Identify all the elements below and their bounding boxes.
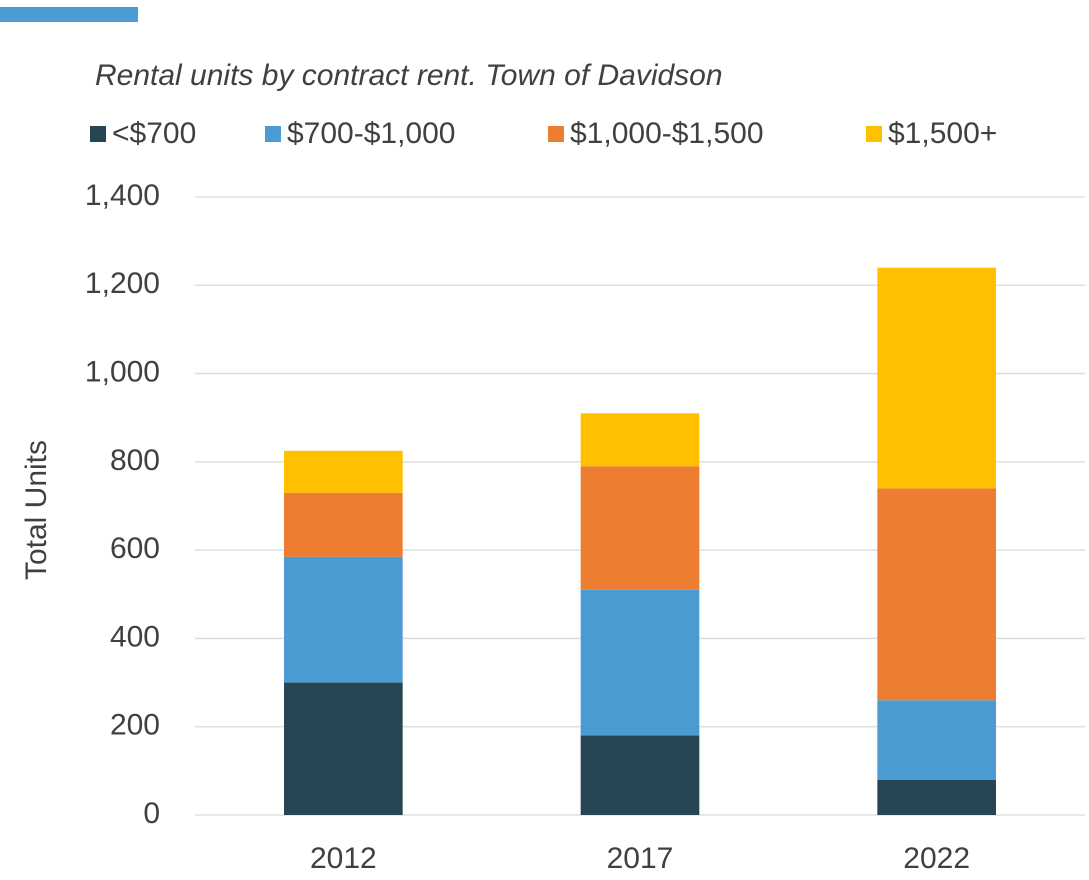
bar-segment <box>580 735 700 815</box>
bar-segment <box>877 700 996 780</box>
bar-segment <box>580 589 700 736</box>
legend-label: <$700 <box>112 117 196 150</box>
y-tick-label: 800 <box>110 444 160 477</box>
y-tick-label: 0 <box>143 797 160 830</box>
x-tick-label: 2022 <box>903 842 970 875</box>
bar-segment <box>284 682 403 815</box>
legend-label: $1,000-$1,500 <box>570 117 764 150</box>
y-tick-label: 400 <box>110 620 160 653</box>
legend-label: $700-$1,000 <box>287 117 456 150</box>
x-tick-label: 2012 <box>310 842 377 875</box>
legend-label: $1,500+ <box>888 117 997 150</box>
header-accent <box>0 7 138 22</box>
legend-swatch <box>90 126 106 142</box>
bar-segment <box>284 556 403 683</box>
bar-segment <box>284 492 403 557</box>
y-tick-label: 1,000 <box>85 355 160 388</box>
bar-segment <box>580 466 700 590</box>
y-tick-label: 1,400 <box>85 179 160 212</box>
legend-swatch <box>866 126 882 142</box>
bar-segment <box>877 267 996 489</box>
legend-swatch <box>548 126 564 142</box>
bar-segment <box>877 488 996 701</box>
y-tick-label: 200 <box>110 709 160 742</box>
y-tick-label: 600 <box>110 532 160 565</box>
y-axis-label: Total Units <box>20 440 53 580</box>
legend-swatch <box>265 126 281 142</box>
bar-segment <box>877 779 996 815</box>
chart-title: Rental units by contract rent. Town of D… <box>95 59 723 92</box>
bar-segment <box>580 413 700 467</box>
x-tick-label: 2017 <box>607 842 674 875</box>
bar-segment <box>284 450 403 493</box>
y-tick-label: 1,200 <box>85 267 160 300</box>
